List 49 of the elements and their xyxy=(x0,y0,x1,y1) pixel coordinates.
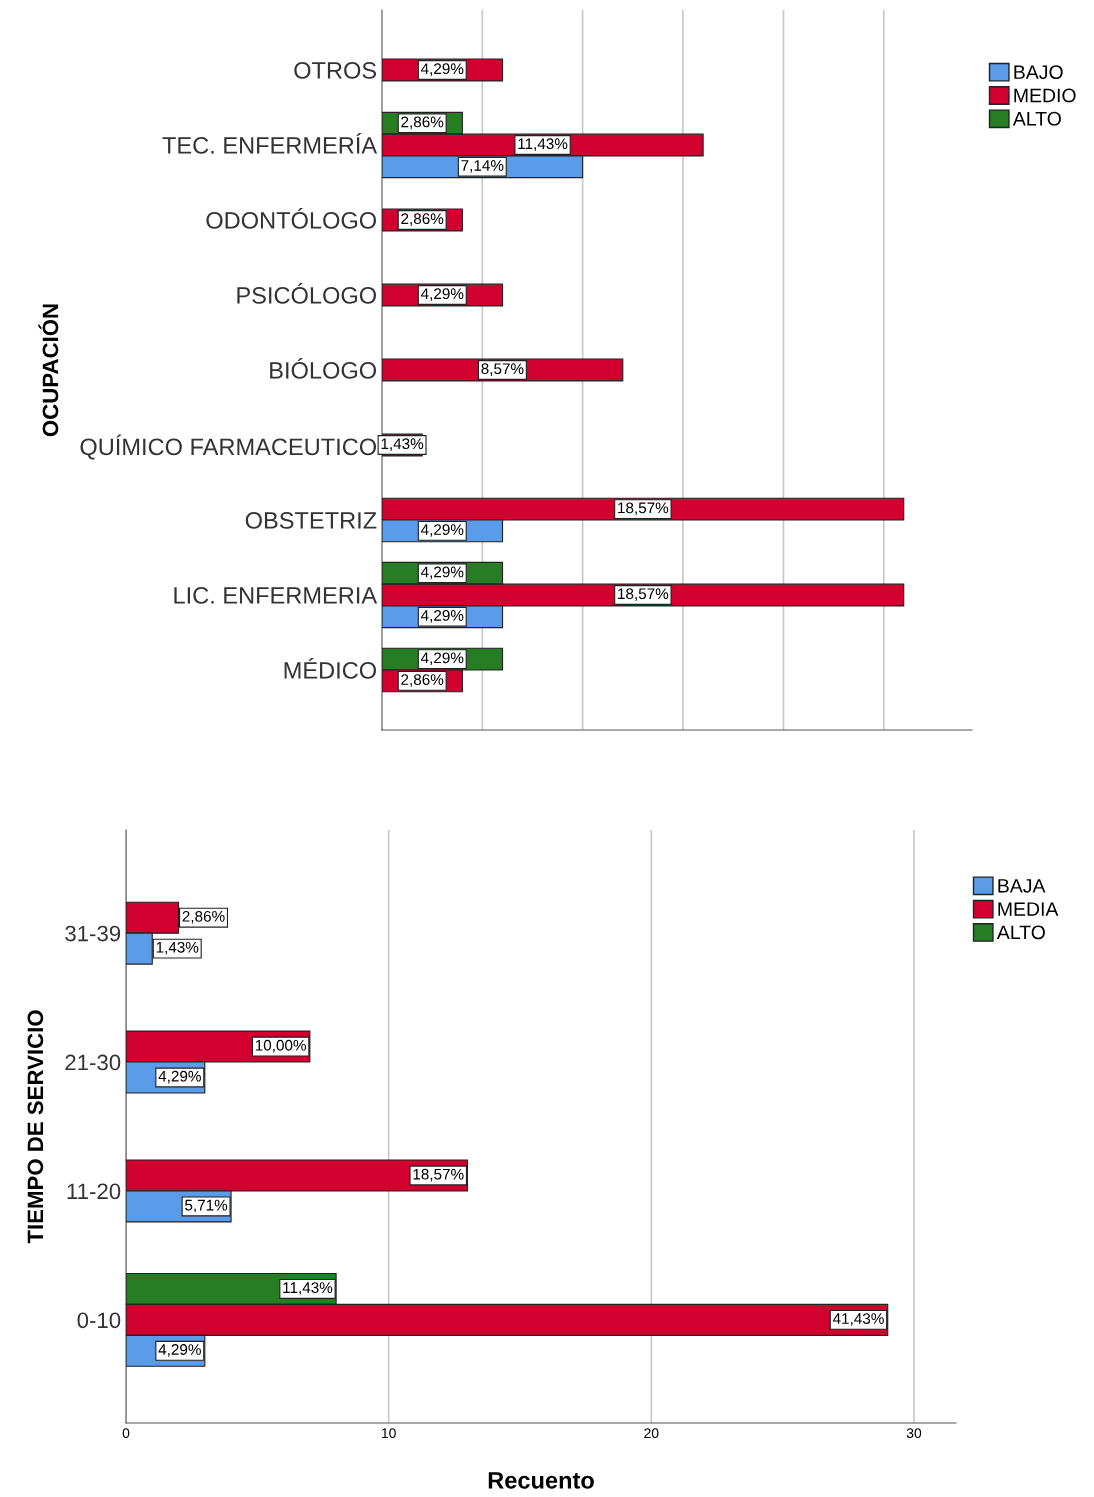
legend-label: BAJA xyxy=(998,879,1046,893)
annotation: 11,43% xyxy=(283,1282,333,1295)
data-label: 18,57% xyxy=(618,588,669,601)
data-label: 4,29% xyxy=(420,524,464,537)
annotation: 4,29% xyxy=(158,1344,201,1357)
annotation: 2,86% xyxy=(182,910,225,924)
y-axis-title: OCUPACIÓN xyxy=(38,304,59,437)
annotation: 5,71% xyxy=(185,1199,228,1213)
y-tick-label: 31-39 xyxy=(65,925,121,942)
legend-label: BAJO xyxy=(1014,65,1063,80)
y-axis-title: TIEMPO DE SERVICIO xyxy=(27,1010,44,1244)
y-tick-label: 21-30 xyxy=(65,1054,121,1071)
y-tick-label: BIÓLOGO xyxy=(270,358,377,379)
legend-label: MEDIA xyxy=(998,902,1059,916)
y-tick-label: PSICÓLOGO xyxy=(237,283,377,304)
x-tick-label: 30 xyxy=(906,1428,922,1439)
data-label: 2,86% xyxy=(401,116,444,130)
y-tick-label: OBSTETRIZ xyxy=(245,512,377,529)
y-tick-label: LIC. ENFERMERIA xyxy=(174,587,378,604)
data-label: 4,29% xyxy=(420,610,464,623)
data-label: 2,86% xyxy=(401,674,444,687)
y-tick-label: OTROS xyxy=(294,62,377,79)
x-tick-label: 20 xyxy=(644,1428,659,1439)
y-tick-label: ODONTÓLOGO xyxy=(206,208,377,229)
legend-label: ALTO xyxy=(996,925,1045,940)
data-label: 4,29% xyxy=(420,652,464,666)
data-label: 11,43% xyxy=(518,138,568,151)
data-label: 2,86% xyxy=(401,213,444,226)
x-axis-title: Recuento xyxy=(488,1472,594,1489)
x-tick-label: 0 xyxy=(122,1428,130,1439)
data-label: 8,57% xyxy=(481,363,524,376)
y-tick-label: 11-20 xyxy=(67,1183,121,1200)
x-tick-label: 10 xyxy=(381,1428,396,1439)
annotation: 1,43% xyxy=(156,941,199,955)
data-label: 4,29% xyxy=(420,566,464,580)
data-label: 18,57% xyxy=(618,502,669,516)
annotation: 4,29% xyxy=(158,1070,201,1084)
y-tick-label: QUÍMICO FARMACEUTICO xyxy=(80,434,377,460)
legend-label: MEDIO xyxy=(1014,88,1076,103)
annotation: 41,43% xyxy=(832,1313,884,1326)
data-label: 4,29% xyxy=(420,288,464,301)
annotation: 18,57% xyxy=(413,1168,464,1182)
annotation: 10,00% xyxy=(255,1039,306,1053)
y-tick-label: MÉDICO xyxy=(284,658,377,679)
y-tick-label: 0-10 xyxy=(77,1312,121,1329)
y-tick-label: TEC. ENFERMERÍA xyxy=(162,133,378,154)
data-label: 7,14% xyxy=(461,160,504,173)
data-label: 4,29% xyxy=(420,63,464,76)
legend-label: ALTO xyxy=(1012,111,1061,126)
